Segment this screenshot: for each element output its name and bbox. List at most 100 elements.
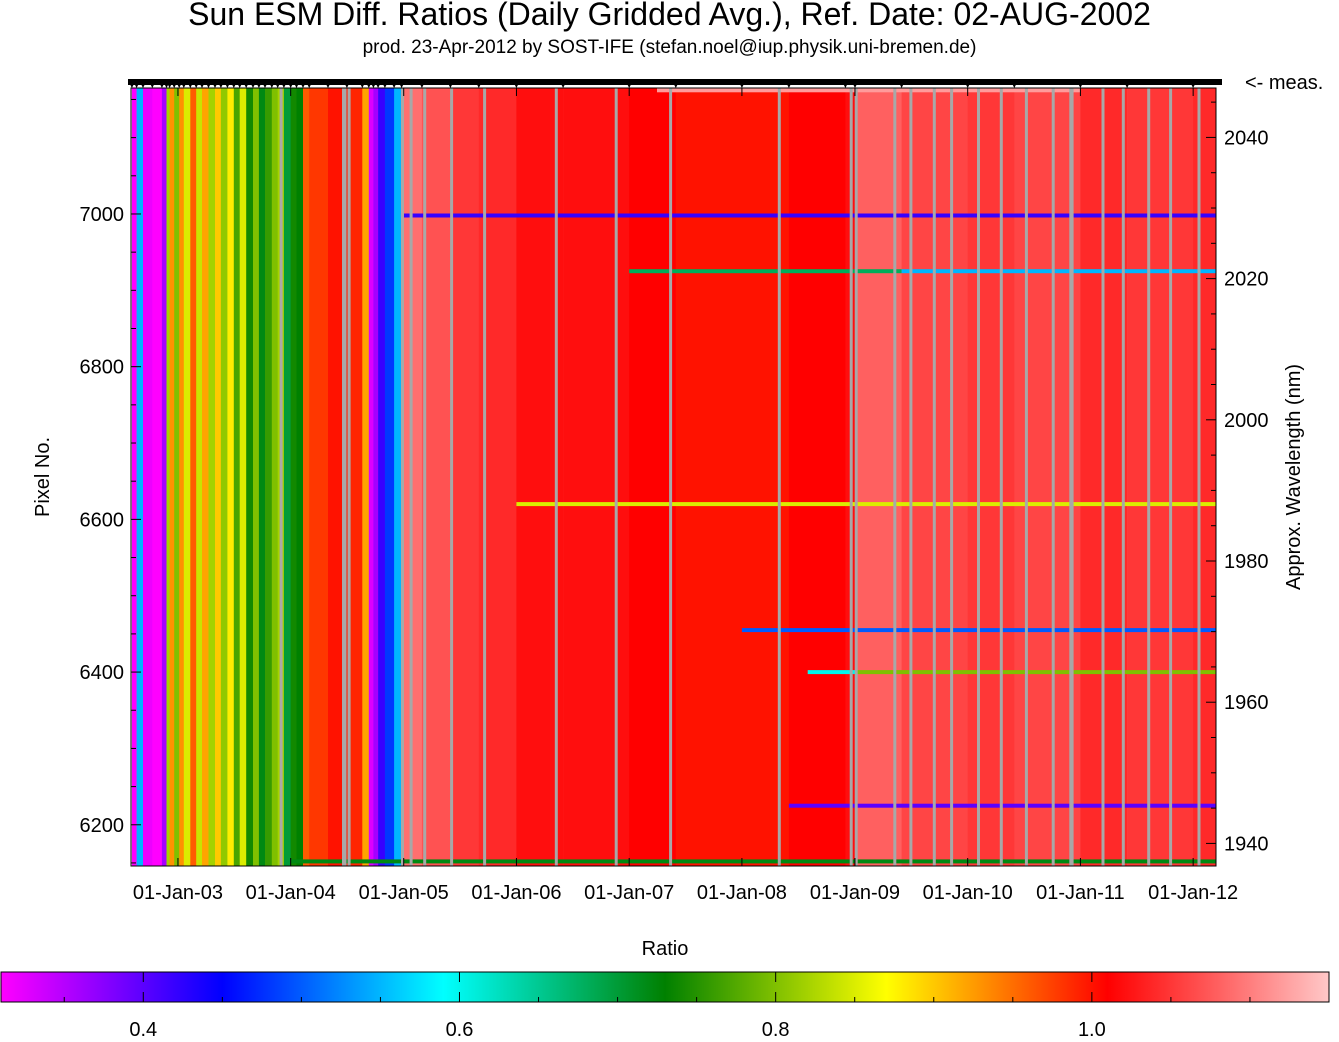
meas-marker: [1010, 80, 1019, 88]
data-gap: [1070, 88, 1074, 866]
heatmap-column: [378, 88, 386, 866]
heatmap-column: [271, 88, 279, 866]
meas-marker: [512, 80, 521, 88]
heatmap-column: [196, 88, 203, 866]
meas-marker: [132, 80, 141, 88]
chart-subtitle: prod. 23-Apr-2012 by SOST-IFE (stefan.no…: [362, 37, 977, 58]
meas-marker: [299, 80, 307, 88]
heatmap-column: [239, 88, 247, 866]
data-gap: [423, 88, 427, 866]
meas-marker: [267, 80, 276, 88]
meas-marker: [851, 80, 859, 88]
heatmap-column: [296, 88, 304, 866]
y-tick-label: 6600: [80, 509, 125, 531]
meas-marker: [204, 80, 213, 88]
data-gap: [950, 88, 954, 866]
row-feature: [657, 88, 1081, 93]
meas-marker: [1123, 80, 1132, 88]
heatmap-column: [161, 88, 167, 866]
meas-marker: [784, 80, 793, 88]
heatmap-column: [215, 88, 222, 866]
meas-marker: [273, 80, 282, 88]
y-tick-label: 6800: [80, 357, 125, 379]
data-gap: [1147, 88, 1151, 866]
meas-marker: [223, 80, 232, 88]
row-feature: [516, 502, 1216, 507]
data-gap: [849, 88, 853, 866]
heatmap-column: [220, 88, 228, 866]
row-feature: [855, 670, 1216, 675]
heatmap-column: [202, 88, 209, 866]
colorbar-tick-label: 0.8: [762, 1019, 790, 1041]
y-tick-label: 6400: [80, 662, 125, 684]
meas-marker: [198, 80, 206, 88]
data-gap: [343, 88, 347, 866]
heatmap-column: [258, 88, 266, 866]
heatmap-column: [394, 88, 402, 866]
heatmap-column: [179, 88, 185, 866]
y2-tick-label: 1980: [1224, 551, 1269, 573]
x-tick-label: 01-Jan-04: [246, 882, 336, 904]
heatmap-column: [1193, 88, 1217, 866]
heatmap-column: [290, 88, 297, 866]
meas-marker: [1189, 80, 1198, 88]
meas-marker: [305, 80, 314, 88]
y-axis-label: Pixel No.: [32, 437, 54, 517]
data-gap: [1197, 88, 1201, 866]
y2-tick-label: 2000: [1224, 410, 1269, 432]
row-feature: [403, 213, 1216, 218]
meas-marker: [254, 80, 263, 88]
meas-marker: [417, 80, 426, 88]
meas-marker: [211, 80, 219, 88]
data-gap: [554, 88, 558, 866]
heatmap-column: [362, 88, 370, 866]
data-gap: [347, 88, 351, 866]
data-gap: [777, 88, 781, 866]
meas-marker: [671, 80, 680, 88]
meas-marker: [242, 80, 251, 88]
meas-marker: [342, 80, 351, 88]
row-feature: [807, 670, 855, 675]
heatmap-column: [450, 88, 480, 866]
x-tick-label: 01-Jan-03: [133, 882, 223, 904]
heatmap-column: [131, 88, 137, 866]
meas-marker: [279, 80, 288, 88]
meas-marker: [192, 80, 201, 88]
heatmap-column: [183, 88, 191, 866]
y2-tick-label: 1960: [1224, 692, 1269, 714]
data-gap: [999, 88, 1003, 866]
heatmap-column: [788, 88, 846, 866]
meas-marker: [229, 80, 238, 88]
heatmap-column: [233, 88, 241, 866]
meas-marker: [446, 80, 455, 88]
meas-marker: [292, 80, 301, 88]
chart-title: Sun ESM Diff. Ratios (Daily Gridded Avg.…: [188, 0, 1151, 32]
data-gap: [1121, 88, 1125, 866]
heatmap-column: [1127, 88, 1194, 866]
heatmap-column: [283, 88, 292, 866]
colorbar-tick-label: 0.4: [129, 1019, 157, 1041]
meas-marker: [841, 80, 850, 88]
meas-marker: [625, 80, 634, 88]
data-gap: [614, 88, 618, 866]
data-gap: [854, 88, 858, 866]
row-feature: [290, 859, 1216, 864]
meas-marker: [324, 80, 332, 88]
heatmap-column: [384, 88, 395, 866]
meas-marker: [1076, 80, 1085, 88]
meas-marker: [374, 80, 383, 88]
heatmap-column: [563, 88, 630, 866]
meas-marker: [397, 80, 406, 88]
heatmap-column: [227, 88, 235, 866]
x-tick-label: 01-Jan-11: [1036, 882, 1125, 904]
meas-marker: [216, 80, 225, 88]
row-feature: [901, 269, 1216, 274]
heatmap-column: [152, 88, 163, 866]
heatmap-column: [421, 88, 451, 866]
data-gap: [1101, 88, 1105, 866]
y2-tick-label: 1940: [1224, 833, 1269, 855]
meas-marker: [358, 80, 367, 88]
data-gap: [669, 88, 673, 866]
heatmap-column: [246, 88, 254, 866]
heatmap-column: [675, 88, 743, 866]
